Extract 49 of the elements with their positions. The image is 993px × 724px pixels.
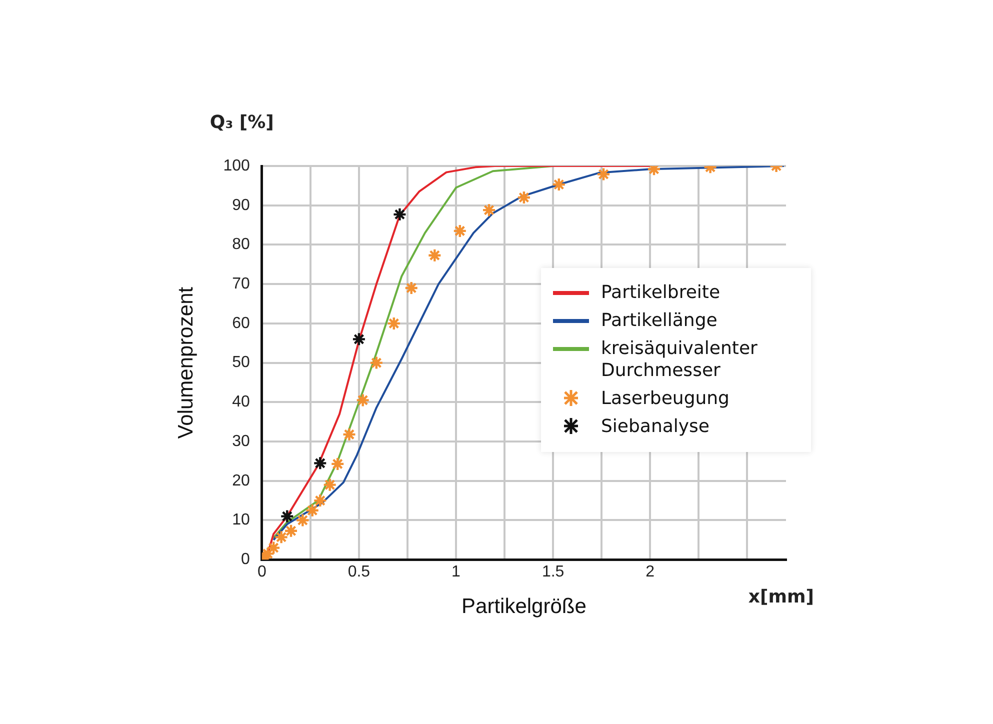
point [313,493,328,508]
point [369,356,384,370]
x-tick-label: 0 [257,564,266,581]
point [404,280,418,296]
legend-label: kreisäquivalenter Durchmesser [601,338,758,382]
point [596,167,611,182]
y-tick-label: 70 [232,275,250,292]
legend-label: Laserbeugung [601,388,730,410]
point [322,478,337,492]
y-tick-label: 80 [232,236,250,254]
point [280,509,294,524]
point [284,524,298,538]
y-tick-label: 40 [232,394,250,411]
text: Q₃ [%] [210,112,274,133]
legend-label: Partikellänge [601,310,718,332]
point [342,427,356,442]
point [330,456,345,472]
y-tick-label: 0 [240,551,250,568]
y-tick-label: 10 [232,512,250,529]
x-tick-label: 1 [452,564,461,581]
point [262,546,275,560]
point [305,503,320,518]
y-tick-label: 30 [232,432,250,450]
y-tick-label: 60 [232,314,250,332]
x-tick-label: 2 [646,564,655,581]
point [516,190,532,205]
point [313,456,328,470]
point [296,513,310,528]
point [274,530,288,544]
point [452,224,467,238]
legend-label: Siebanalyse [601,416,711,438]
point [386,316,401,331]
x-tick-label: 0.5 [348,564,370,581]
point [482,202,496,218]
legend-label: Partikelbreite [601,282,722,304]
x-axis-title: Partikelgröße [462,595,586,618]
point [266,540,281,555]
y-tick-label: 100 [223,157,250,174]
point [428,248,442,262]
y-axis-title: Volumenprozent [174,286,198,439]
x-tick-label: 1.5 [542,564,564,581]
y-tick-label: 90 [232,196,250,214]
point [352,332,366,346]
y-tick-label: 20 [232,472,250,490]
point [356,393,370,408]
y-tick-label: 50 [232,354,250,372]
point [392,207,407,222]
point [552,177,566,192]
text: x[mm] [748,586,814,608]
